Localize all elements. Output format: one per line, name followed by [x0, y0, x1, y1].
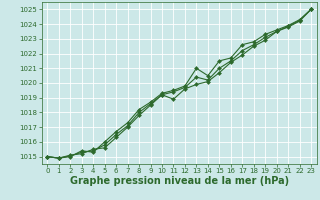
- X-axis label: Graphe pression niveau de la mer (hPa): Graphe pression niveau de la mer (hPa): [70, 176, 289, 186]
